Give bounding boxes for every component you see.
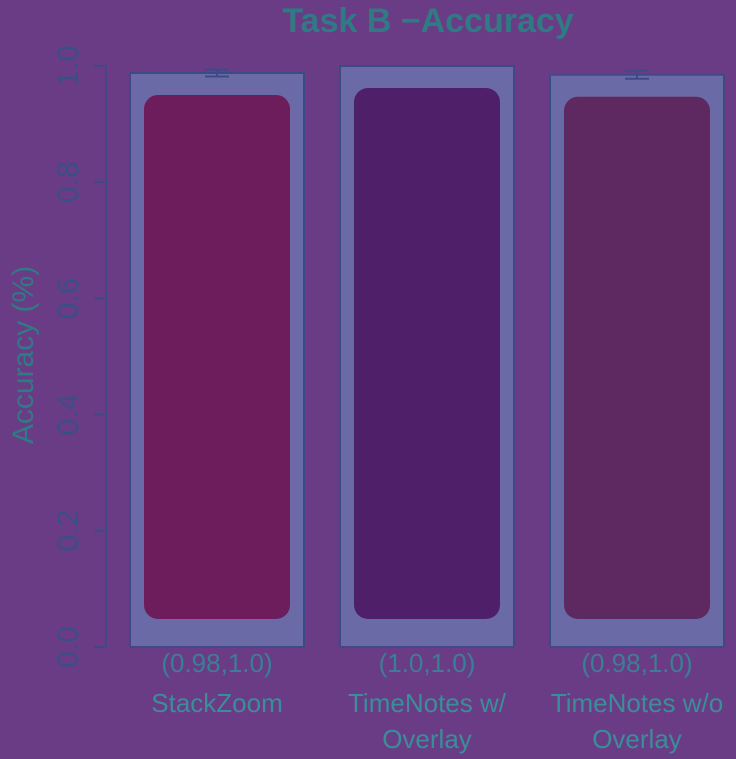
category-label: TimeNotes w/o: [551, 688, 723, 718]
bars: (0.98,1.0) StackZoom (1.0,1.0) TimeNotes w/…: [129, 65, 725, 754]
y-axis-label: Accuracy (%): [7, 266, 40, 444]
category-label: Overlay: [382, 724, 472, 754]
y-tick-label: 1.0: [52, 45, 85, 87]
bar-group-2: (0.98,1.0) TimeNotes w/o Overlay: [549, 69, 725, 754]
bar: [564, 96, 710, 620]
category-label: Overlay: [592, 724, 682, 754]
bar-group-0: (0.98,1.0) StackZoom: [129, 68, 305, 718]
confidence-interval-label: (0.98,1.0): [161, 648, 272, 678]
y-ticks: 0.0 0.2 0.4 0.6 0.8 1.0: [52, 45, 106, 668]
category-label: TimeNotes w/: [348, 688, 507, 718]
y-tick-label: 0.8: [52, 161, 85, 203]
y-tick-label: 0.6: [52, 278, 85, 320]
y-tick-label: 0.0: [52, 626, 85, 668]
bar: [144, 94, 290, 620]
category-label: StackZoom: [151, 688, 283, 718]
bar: [354, 88, 500, 619]
y-tick-label: 0.4: [52, 394, 85, 436]
confidence-interval-label: (0.98,1.0): [581, 648, 692, 678]
y-tick-label: 0.2: [52, 510, 85, 552]
confidence-interval-label: (1.0,1.0): [379, 648, 476, 678]
bar-group-1: (1.0,1.0) TimeNotes w/Overlay: [339, 65, 515, 754]
chart-title: Task B −Accuracy: [282, 2, 573, 40]
